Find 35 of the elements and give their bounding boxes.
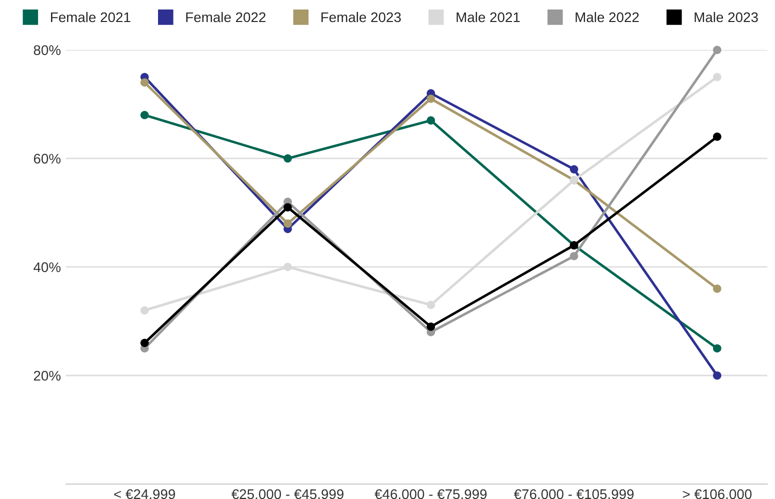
point <box>570 252 578 260</box>
point <box>426 300 436 310</box>
point <box>712 72 722 82</box>
x-tick-label: €25.000 - €45.999 <box>231 489 344 499</box>
point <box>712 132 722 141</box>
legend-label: Female 2022 <box>186 12 266 22</box>
point <box>284 219 292 228</box>
y-tick-label: 60% <box>34 154 61 164</box>
point <box>140 306 149 315</box>
legend-label: Male 2023 <box>694 12 758 22</box>
legend-label: Female 2023 <box>321 12 401 22</box>
x-tick-label: €46.000 - €75.999 <box>374 489 487 499</box>
x-tick-label: > €106.000 <box>682 489 752 499</box>
point <box>570 165 578 174</box>
legend-label: Female 2021 <box>51 12 130 22</box>
point <box>426 322 436 331</box>
point <box>712 46 722 54</box>
legend-label: Male 2021 <box>456 12 520 22</box>
y-tick-label: 80% <box>34 45 61 56</box>
point <box>140 78 149 87</box>
x-tick-label: < €24.999 <box>114 489 176 499</box>
x-tick-label: €76.000 - €105.999 <box>514 489 634 499</box>
point <box>284 262 292 272</box>
point <box>284 203 292 212</box>
point <box>284 154 292 163</box>
y-tick-label: 40% <box>34 262 61 272</box>
point <box>140 338 149 348</box>
point <box>712 344 722 353</box>
point <box>712 371 722 380</box>
point <box>426 94 436 103</box>
y-tick-label: 20% <box>34 370 61 381</box>
point <box>712 284 722 293</box>
point <box>426 116 436 125</box>
legend-label: Male 2022 <box>576 12 639 22</box>
point <box>140 110 149 120</box>
